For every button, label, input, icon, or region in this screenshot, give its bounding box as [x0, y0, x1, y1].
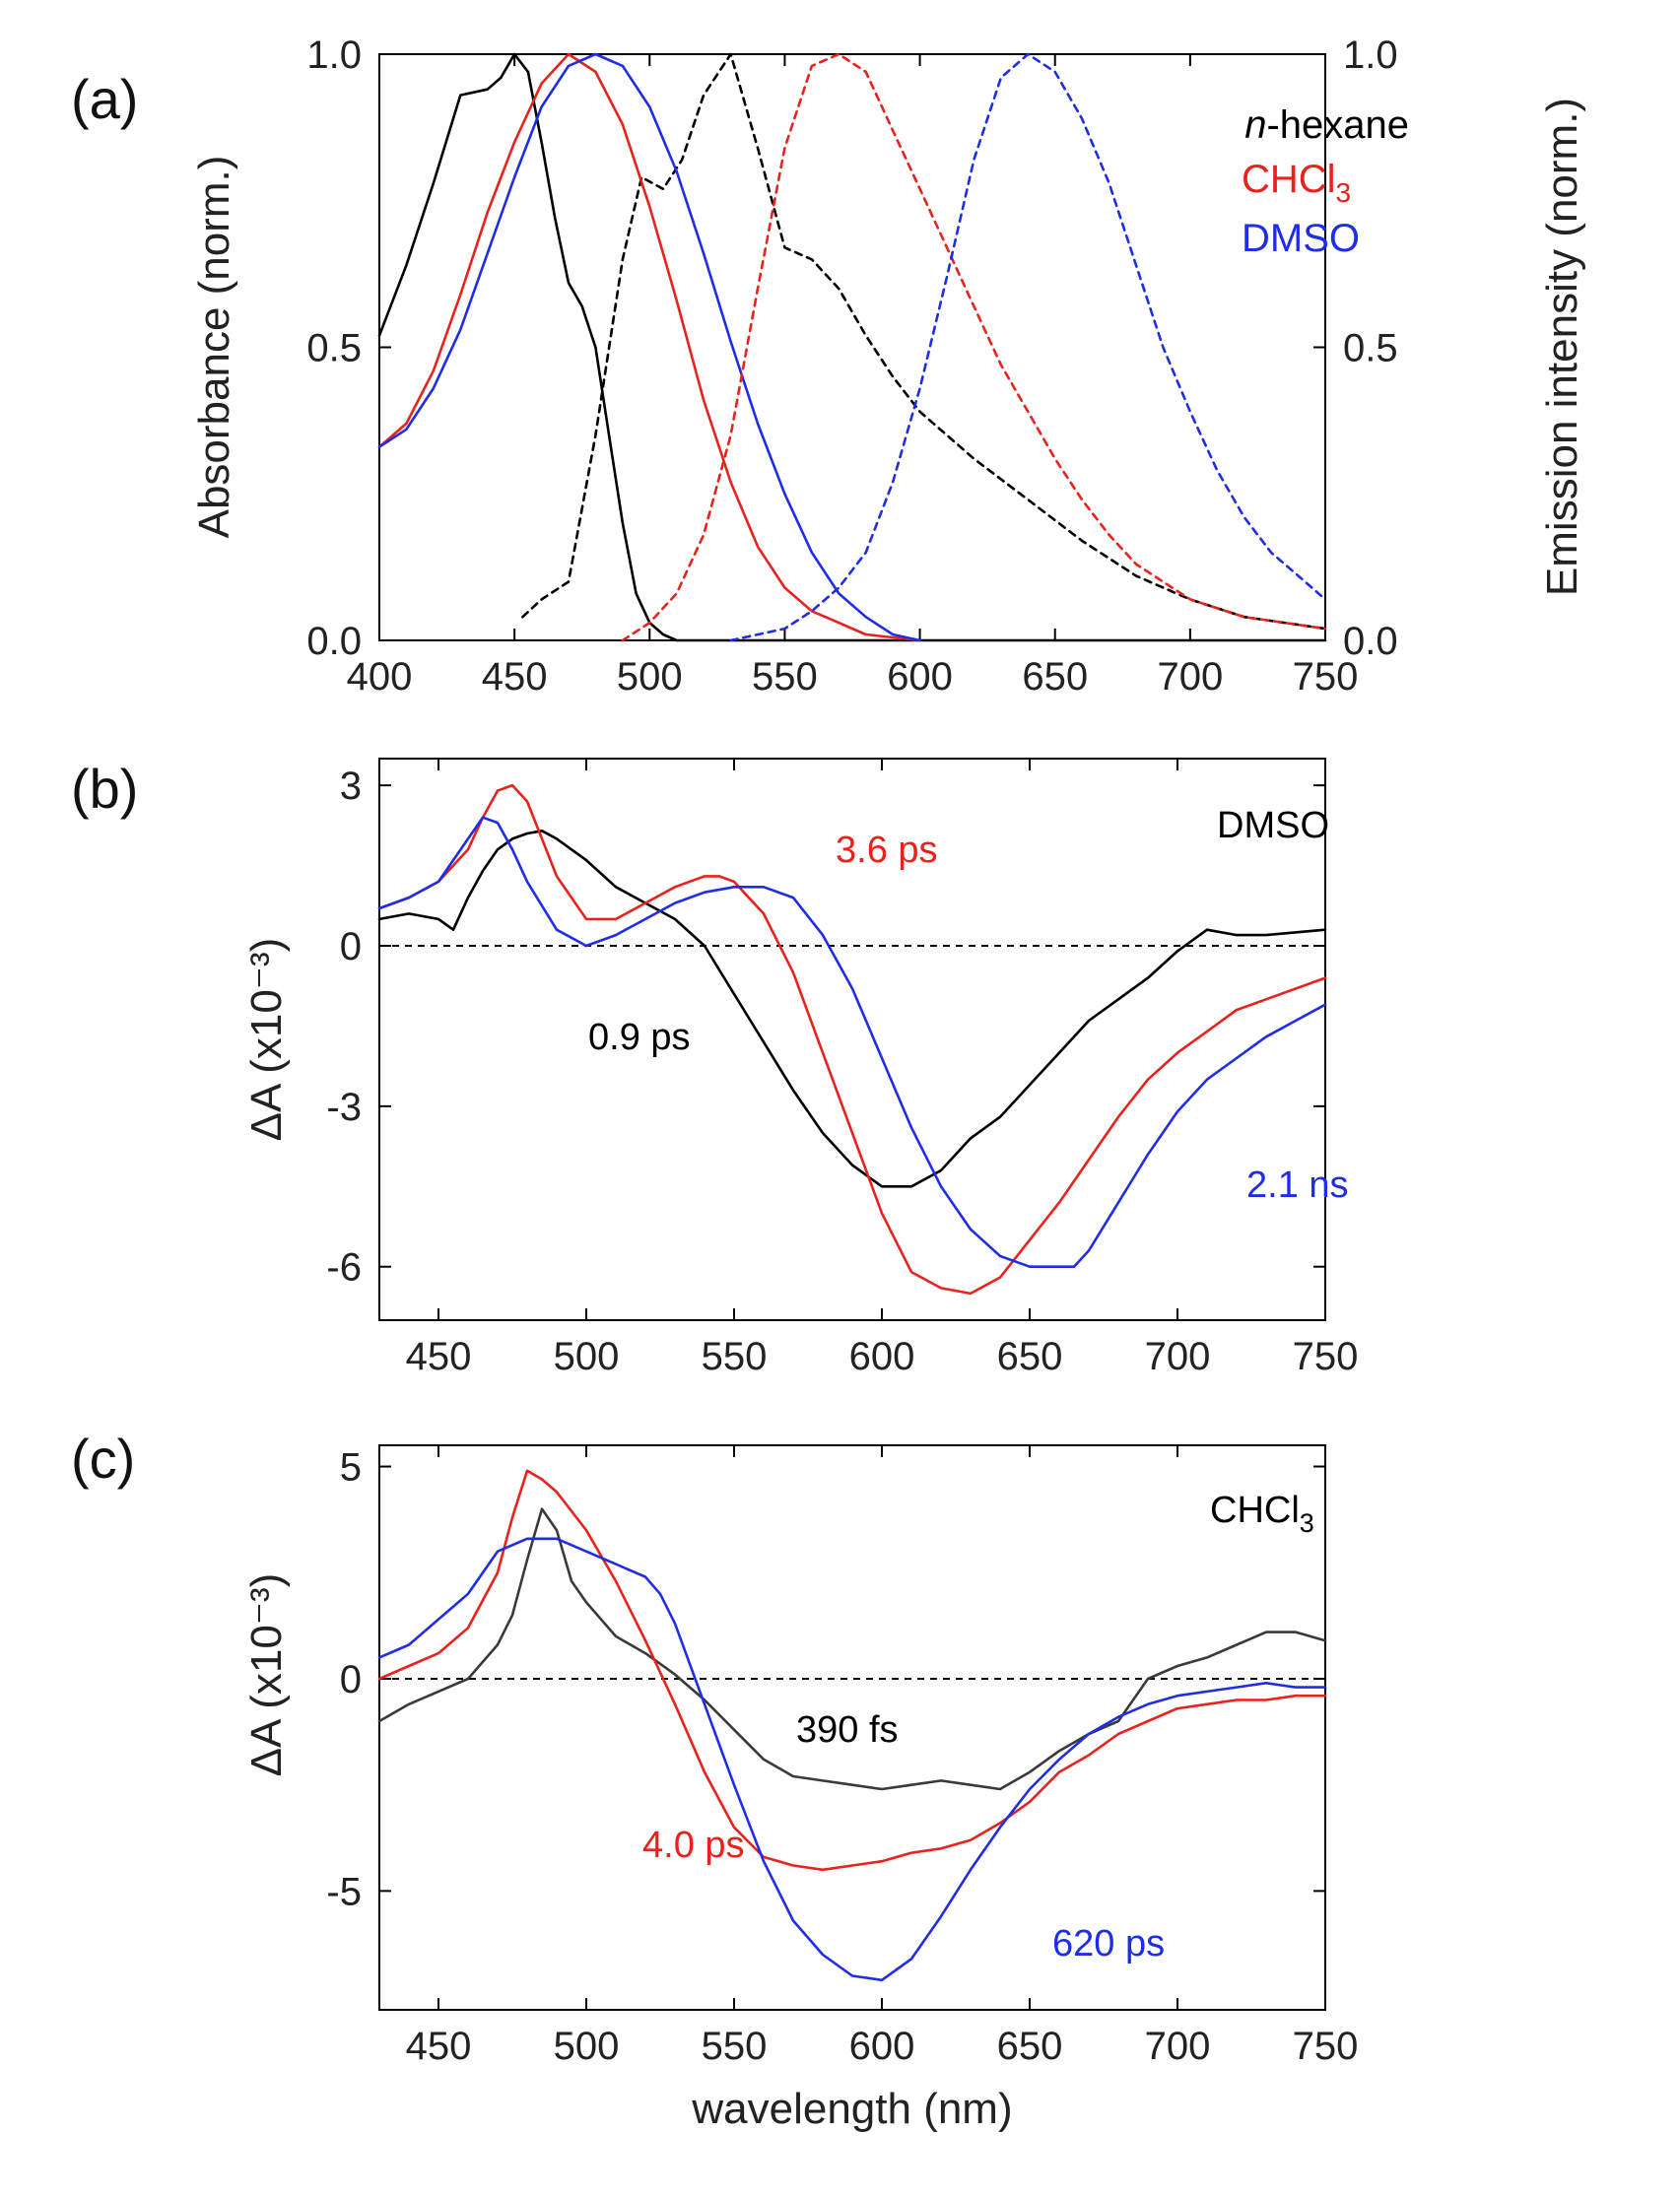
series-a-chcl3-absorbance: [377, 52, 921, 642]
x-tick-label-c-5: 700: [1145, 2025, 1211, 2068]
x-tick-label-b-3: 600: [849, 1335, 915, 1378]
x-tick-label-a-4: 600: [887, 655, 953, 699]
x-tick-label-a-3: 550: [752, 655, 818, 699]
y-axis-title-c: ΔA (x10⁻³): [242, 1573, 291, 1777]
x-tick-label-c-0: 450: [406, 2025, 472, 2068]
plot-area-a: [378, 53, 1326, 641]
series-group-c: [377, 1469, 1327, 1982]
x-tick-label-b-1: 500: [554, 1335, 620, 1378]
series-c-620-ps: [377, 1537, 1327, 1982]
x-tick-label-b-0: 450: [406, 1335, 472, 1378]
x-ticks-a: 400 450 500 550 600 650 700 750: [347, 54, 1359, 699]
series-a-n-hexane-emission: [521, 52, 1327, 631]
x-tick-label-a-5: 650: [1022, 655, 1088, 699]
y-ticks-a: 0.0 0.5 1.0: [306, 33, 391, 663]
series-c-4-0-ps: [377, 1469, 1327, 1872]
y-tick-label-a-1: 0.5: [306, 327, 362, 370]
annotation-390-fs: 390 fs: [796, 1709, 899, 1751]
annotation-3-6-ps: 3.6 ps: [836, 830, 938, 871]
y-tick-label-c-2: -5: [326, 1870, 362, 1913]
y-tick-label-c-1: 0: [340, 1658, 362, 1701]
y-tick-label-a-0: 0.0: [306, 620, 362, 663]
series-b-0-9-ps: [377, 829, 1327, 1188]
series-a-dmso-absorbance: [377, 52, 921, 642]
x-tick-label-c-1: 500: [554, 2025, 620, 2068]
x-tick-label-a-1: 450: [482, 655, 548, 699]
annotation-4-0-ps: 4.0 ps: [642, 1825, 745, 1866]
x-tick-label-c-2: 550: [702, 2025, 768, 2068]
x-tick-label-b-4: 650: [997, 1335, 1063, 1378]
x-tick-label-c-3: 600: [849, 2025, 915, 2068]
plot-area-c: [378, 1444, 1326, 2011]
y-tick-label-b-2: -3: [326, 1086, 362, 1129]
x-ticks-c: 450 500 550 600 650 700 750: [406, 1445, 1359, 2068]
solvent-label-c: CHCl3: [1210, 1490, 1314, 1538]
series-group-a: [377, 52, 1327, 642]
y-tick-label-c-0: 5: [340, 1446, 362, 1490]
x-tick-label-a-0: 400: [347, 655, 413, 699]
y-tick-label-right-a-0: 0.0: [1343, 620, 1398, 663]
y-tick-label-b-3: -6: [326, 1246, 362, 1290]
y-tick-label-a-2: 1.0: [306, 33, 362, 77]
y-tick-label-b-0: 3: [340, 765, 362, 808]
x-ticks-b: 450 500 550 600 650 700 750: [406, 759, 1359, 1378]
panel-label-c: (c): [71, 1428, 135, 1490]
y-axis-title-right-a: Emission intensity (norm.): [1538, 98, 1586, 596]
y-tick-label-b-1: 0: [340, 925, 362, 968]
series-b-2-1-ns: [377, 816, 1327, 1268]
y-tick-label-right-a-1: 0.5: [1343, 327, 1398, 370]
legend-item-dmso: DMSO: [1242, 217, 1360, 260]
series-a-n-hexane-absorbance: [377, 52, 1327, 642]
y-tick-label-right-a-2: 1.0: [1343, 33, 1398, 77]
x-tick-label-a-7: 750: [1293, 655, 1359, 699]
series-c-390-fs: [377, 1507, 1327, 1791]
x-tick-label-b-5: 700: [1145, 1335, 1211, 1378]
panel-label-b: (b): [71, 758, 138, 820]
series-b-3-6-ps: [377, 783, 1327, 1296]
legend-item-chcl3: CHCl3: [1242, 158, 1351, 208]
annotation-2-1-ns: 2.1 ns: [1246, 1165, 1349, 1206]
x-tick-label-c-6: 750: [1293, 2025, 1359, 2068]
y-ticks-c: 5 0 -5: [326, 1446, 1325, 1913]
x-tick-label-a-2: 500: [617, 655, 683, 699]
panel-c: 450 500 550 600 650 700 750 5 0 -5 ΔA (x10⁻³) wa…: [242, 1444, 1359, 2133]
panel-b: 450 500 550 600 650 700 750 30-3-6 ΔA (x10⁻³) …: [242, 758, 1359, 1378]
x-tick-label-b-2: 550: [702, 1335, 768, 1378]
y-ticks-right-a: 0.0 0.5 1.0: [1313, 33, 1398, 663]
series-group-b: [377, 783, 1327, 1296]
series-a-chcl3-emission: [621, 52, 1327, 642]
x-tick-label-b-6: 750: [1293, 1335, 1359, 1378]
y-ticks-b: 3 0 -3 -6: [326, 765, 1325, 1290]
x-tick-label-c-4: 650: [997, 2025, 1063, 2068]
plot-area-b: [378, 758, 1326, 1321]
legend-item-n-hexane: n-hexane: [1244, 103, 1409, 147]
x-axis-title: wavelength (nm): [691, 2085, 1012, 2133]
y-axis-title-a: Absorbance (norm.): [190, 156, 238, 539]
panel-a: 400 450 500 550 600 650 700 750 0.00.51.0 0.00.…: [190, 33, 1586, 699]
solvent-label-b: DMSO: [1217, 805, 1329, 846]
x-tick-label-a-6: 700: [1157, 655, 1223, 699]
annotation-620-ps: 620 ps: [1052, 1923, 1165, 1965]
panel-label-a: (a): [71, 68, 138, 130]
annotation-0-9-ps: 0.9 ps: [588, 1017, 691, 1058]
y-axis-title-b: ΔA (x10⁻³): [242, 938, 291, 1142]
series-a-dmso-emission: [729, 52, 1327, 642]
